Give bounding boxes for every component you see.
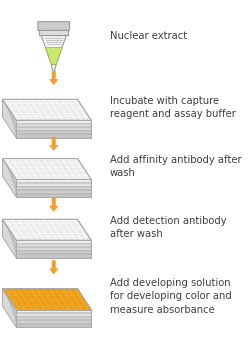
Polygon shape bbox=[41, 35, 66, 64]
Polygon shape bbox=[2, 159, 16, 197]
Polygon shape bbox=[16, 127, 91, 131]
Polygon shape bbox=[16, 313, 91, 317]
Polygon shape bbox=[16, 324, 91, 327]
Polygon shape bbox=[45, 47, 62, 64]
Polygon shape bbox=[16, 187, 91, 190]
Polygon shape bbox=[2, 219, 16, 258]
Polygon shape bbox=[16, 320, 91, 324]
Polygon shape bbox=[16, 194, 91, 197]
Polygon shape bbox=[2, 99, 16, 138]
FancyArrow shape bbox=[49, 71, 58, 85]
Polygon shape bbox=[2, 159, 91, 179]
Polygon shape bbox=[16, 247, 91, 251]
Polygon shape bbox=[2, 99, 91, 120]
FancyArrow shape bbox=[49, 260, 58, 274]
Polygon shape bbox=[16, 183, 91, 187]
Polygon shape bbox=[2, 289, 91, 310]
Polygon shape bbox=[16, 120, 91, 124]
Polygon shape bbox=[16, 317, 91, 320]
Polygon shape bbox=[16, 190, 91, 194]
Polygon shape bbox=[16, 244, 91, 247]
Polygon shape bbox=[16, 251, 91, 255]
Polygon shape bbox=[16, 240, 91, 244]
Text: Incubate with capture
reagent and assay buffer: Incubate with capture reagent and assay … bbox=[110, 96, 236, 119]
Text: Add detection antibody
after wash: Add detection antibody after wash bbox=[110, 216, 226, 239]
Polygon shape bbox=[16, 135, 91, 138]
Polygon shape bbox=[2, 219, 91, 240]
Polygon shape bbox=[51, 64, 56, 74]
FancyBboxPatch shape bbox=[38, 22, 70, 30]
Polygon shape bbox=[16, 131, 91, 135]
FancyArrow shape bbox=[49, 198, 58, 212]
Text: Add affinity antibody after
wash: Add affinity antibody after wash bbox=[110, 155, 242, 178]
Text: Add developing solution
for developing color and
measure absorbance: Add developing solution for developing c… bbox=[110, 278, 232, 315]
Polygon shape bbox=[16, 310, 91, 313]
Polygon shape bbox=[16, 255, 91, 258]
Text: Nuclear extract: Nuclear extract bbox=[110, 31, 187, 41]
FancyArrow shape bbox=[49, 137, 58, 151]
Polygon shape bbox=[16, 124, 91, 127]
Polygon shape bbox=[2, 289, 16, 327]
Polygon shape bbox=[16, 179, 91, 183]
Bar bbox=[40, 29, 68, 35]
